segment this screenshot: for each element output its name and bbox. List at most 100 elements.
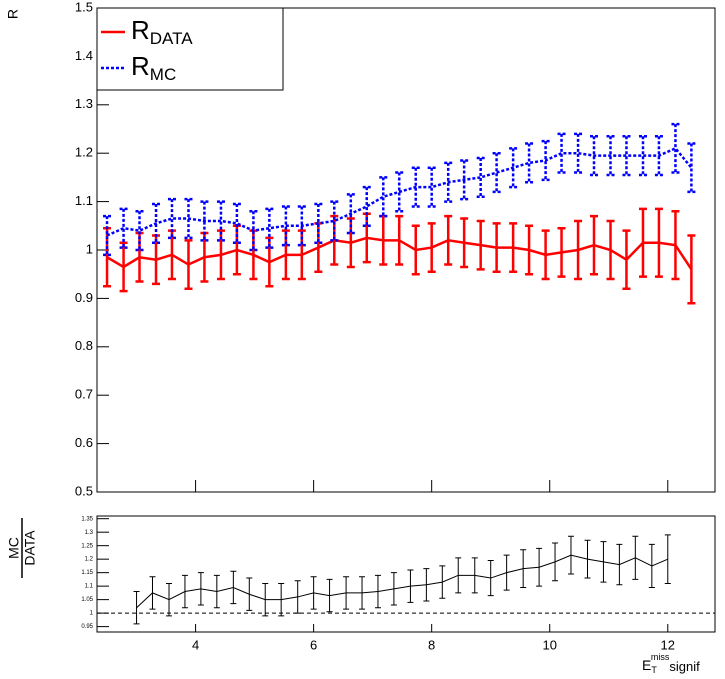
- error-bar: [541, 229, 550, 281]
- legend-label: RDATA: [131, 15, 193, 49]
- bottom-frame: [96, 515, 716, 633]
- error-bar: [197, 572, 204, 606]
- error-bar: [249, 210, 258, 252]
- error-bar: [492, 222, 501, 274]
- error-bar: [184, 239, 193, 290]
- error-bar: [557, 132, 566, 174]
- x-tick-label: 8: [428, 637, 435, 652]
- error-bar: [230, 570, 237, 605]
- error-bar: [654, 207, 663, 278]
- error-bar: [503, 554, 510, 591]
- error-bar: [152, 202, 161, 244]
- legend-name: R: [131, 51, 150, 81]
- error-bar: [427, 166, 436, 208]
- ratio-label: MC DATA: [6, 518, 38, 578]
- ratio-denominator: DATA: [22, 530, 38, 566]
- y-tick-label: 1.3: [75, 96, 93, 111]
- error-bar: [374, 574, 381, 609]
- x-label-sup: miss: [651, 652, 670, 662]
- error-bar: [455, 557, 462, 594]
- error-bar: [181, 574, 188, 609]
- error-bar: [213, 574, 220, 609]
- error-bar: [439, 565, 446, 599]
- y-tick-label: 0.6: [75, 435, 93, 450]
- ratio-numerator: MC: [6, 537, 22, 559]
- error-bar: [166, 582, 173, 617]
- x-label-rest: signif: [669, 659, 700, 674]
- error-bar: [492, 151, 501, 194]
- error-bar: [427, 222, 436, 274]
- error-bar: [471, 557, 478, 594]
- error-bar: [606, 135, 615, 177]
- error-bar: [589, 135, 598, 177]
- error-bar: [664, 534, 671, 584]
- error-bar: [184, 197, 193, 240]
- error-bar: [330, 200, 339, 242]
- error-bar: [687, 234, 696, 305]
- error-bar: [395, 214, 404, 266]
- error-bar: [525, 224, 534, 276]
- error-bar: [552, 542, 559, 582]
- y-tick-label: 1.15: [81, 570, 93, 576]
- error-bar: [460, 217, 469, 269]
- error-bar: [444, 214, 453, 266]
- error-bar: [262, 582, 269, 617]
- y-tick-label: 0.8: [75, 338, 93, 353]
- error-bar: [460, 159, 469, 201]
- x-axis-label: ETmisssignif: [642, 652, 700, 675]
- error-bar: [616, 543, 623, 586]
- error-bar: [671, 210, 680, 281]
- y-tick-label: 0.7: [75, 387, 93, 402]
- y-tick-label: 1.35: [81, 516, 93, 522]
- error-bar: [359, 576, 366, 610]
- error-bar: [326, 578, 333, 613]
- y-tick-label: 1.2: [85, 557, 94, 563]
- error-bar: [476, 156, 485, 199]
- error-bar: [390, 572, 397, 606]
- error-bar: [557, 226, 566, 278]
- error-bar: [346, 193, 355, 235]
- legend-box: [96, 7, 284, 91]
- error-bar: [654, 135, 663, 177]
- error-bar: [216, 200, 225, 242]
- y-tick-label: 1.25: [81, 543, 93, 549]
- error-bar: [589, 214, 598, 276]
- error-bar: [232, 202, 241, 244]
- error-bar: [297, 205, 306, 247]
- error-bar: [509, 147, 518, 189]
- error-bar: [632, 535, 639, 580]
- y-tick-label: 1.2: [75, 145, 93, 160]
- error-bar: [343, 576, 350, 610]
- x-tick-label: 12: [661, 637, 675, 652]
- error-bar: [509, 222, 518, 274]
- error-bar: [520, 549, 527, 588]
- error-bar: [671, 122, 680, 174]
- error-bar: [638, 135, 647, 177]
- error-bar: [200, 200, 209, 242]
- error-bar: [167, 197, 176, 240]
- error-bar: [103, 214, 112, 257]
- y-tick-label: 0.95: [81, 624, 93, 630]
- y-tick-label: 0.5: [75, 483, 93, 498]
- error-bar: [622, 135, 631, 177]
- error-bar: [310, 576, 317, 610]
- error-bar: [278, 582, 285, 617]
- error-bar: [314, 202, 323, 244]
- error-bar: [638, 207, 647, 278]
- y-tick-label: 1.1: [85, 584, 94, 590]
- error-bar: [119, 241, 128, 293]
- y-tick-label: 1.5: [75, 0, 93, 14]
- error-bar: [536, 547, 543, 587]
- error-bar: [600, 541, 607, 583]
- error-bar: [476, 219, 485, 271]
- error-bar: [133, 591, 140, 625]
- legend-name: R: [131, 15, 150, 45]
- y-tick-label: 1.1: [75, 193, 93, 208]
- legend-subscript: MC: [150, 65, 176, 84]
- y-tick-label: 1.4: [75, 48, 93, 63]
- y-tick-label: 1: [86, 241, 93, 256]
- error-bar: [541, 139, 550, 182]
- error-bar: [411, 224, 420, 276]
- error-bar: [574, 219, 583, 281]
